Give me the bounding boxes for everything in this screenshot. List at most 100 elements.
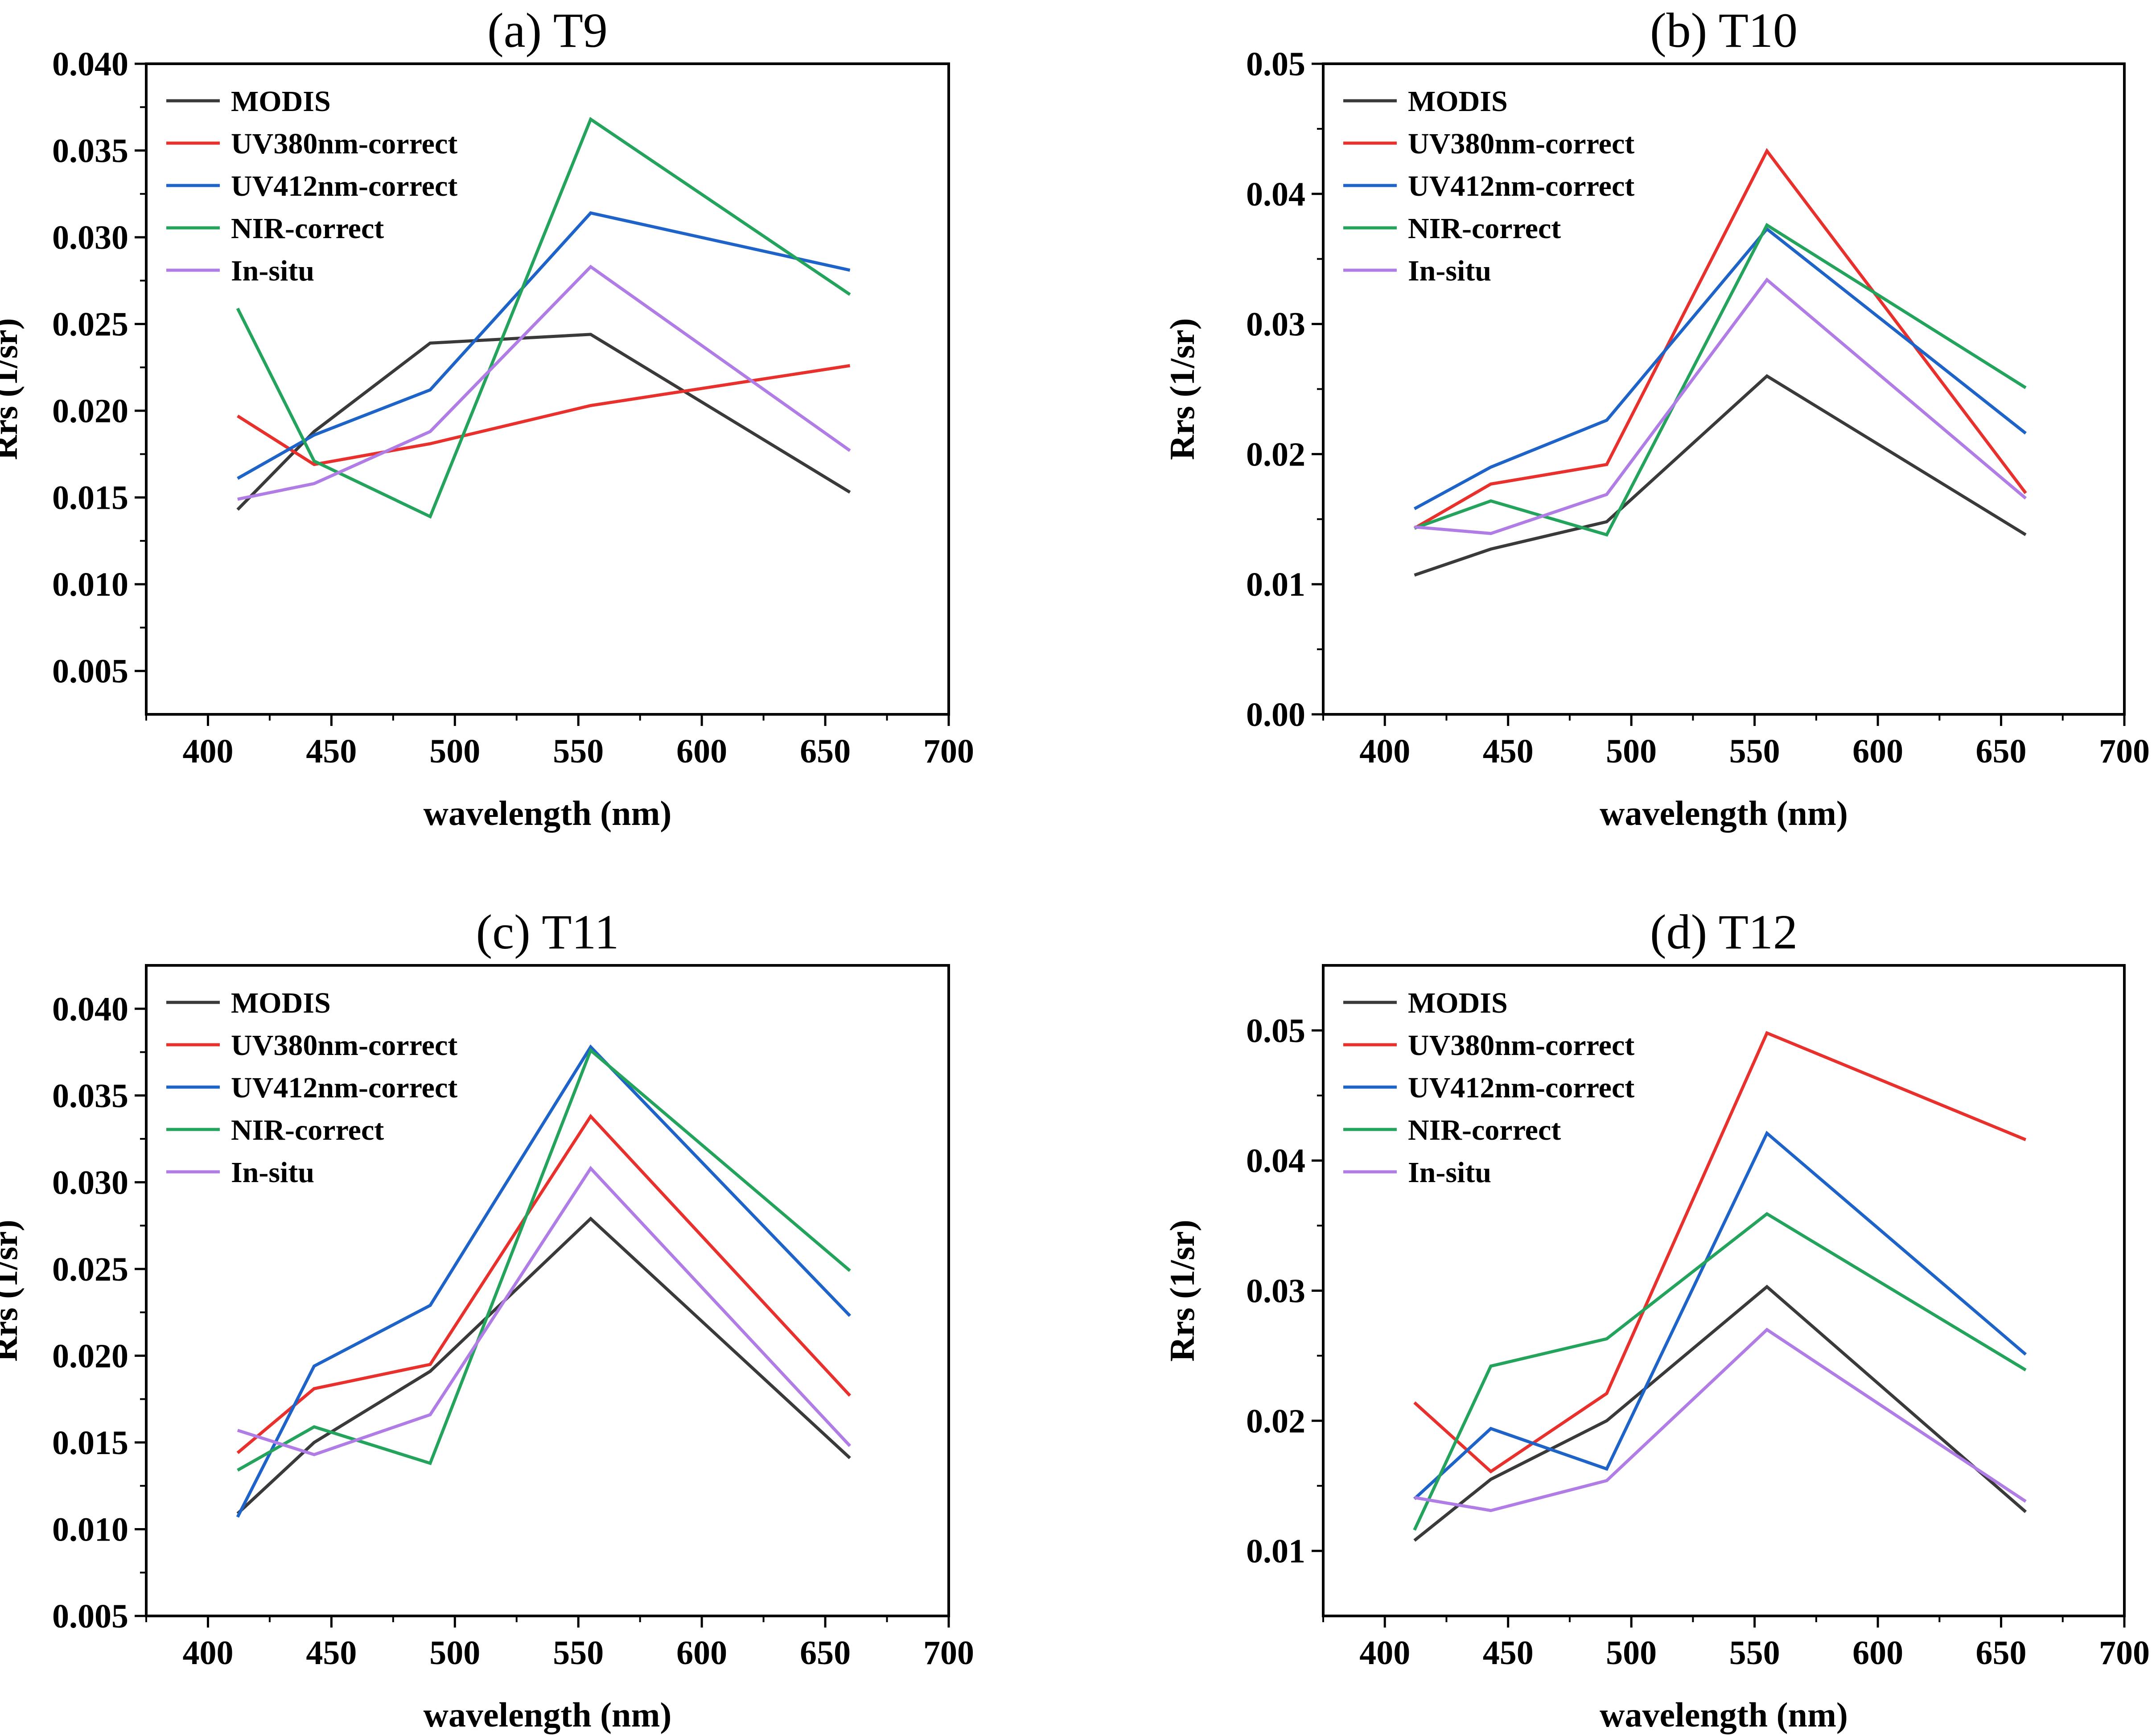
plot-frame — [145, 62, 950, 716]
x-axis-label: wavelength (nm) — [1600, 794, 1848, 832]
series-line-nir-correct — [1414, 223, 2027, 537]
legend-label: MODIS — [1408, 85, 1508, 118]
y-tick-label: 0.005 — [52, 1598, 128, 1635]
chart-title: (b) T10 — [1650, 3, 1798, 58]
legend-label: UV380nm-correct — [1408, 1029, 1634, 1062]
series-line-modis — [1413, 1285, 2027, 1542]
series-line-nir-correct — [237, 1047, 851, 1472]
series-line-uv380nm-correct — [1413, 148, 2027, 530]
legend: MODIS UV380nm-correct UV412nm-correct NIR-c… — [166, 85, 457, 287]
x-tick-label: 400 — [182, 1634, 233, 1672]
x-tick-label: 500 — [1606, 733, 1657, 770]
chart-title: (a) T9 — [487, 3, 608, 58]
chart-panel-2: (b) T10 400 450 500 550 600 650 700 0.00 0.01 0.02… — [1163, 3, 2150, 832]
plot-frame — [145, 964, 950, 1617]
series-line-uv412nm-correct — [237, 211, 851, 480]
legend: MODIS UV380nm-correct UV412nm-correct NIR-c… — [1343, 987, 1634, 1189]
x-tick-label: 700 — [2099, 1634, 2150, 1672]
x-tick-label: 550 — [553, 733, 604, 770]
legend-label: NIR-correct — [231, 1114, 384, 1146]
x-tick-label: 400 — [1359, 733, 1410, 770]
chart-panel-3: (c) T11 400 450 500 550 600 650 700 0.005 0.010 0.… — [0, 905, 974, 1734]
x-tick-label: 650 — [1976, 1634, 2027, 1672]
y-axis-label: Rrs (1/sr) — [0, 1220, 25, 1361]
chart-panel-4: (d) T12 400 450 500 550 600 650 700 0.01 0.02 0.03… — [1163, 905, 2150, 1734]
legend-label: UV380nm-correct — [231, 128, 457, 160]
series-line-uv380nm-correct — [1413, 1031, 2027, 1474]
y-tick-label: 0.015 — [52, 479, 128, 517]
series-line-uv412nm-correct — [1413, 1130, 2027, 1500]
legend-label: In-situ — [231, 1156, 314, 1189]
legend-label: UV412nm-correct — [1408, 170, 1634, 202]
plot-frame — [1322, 62, 2126, 716]
legend: MODIS UV380nm-correct UV412nm-correct NIR-c… — [1343, 85, 1634, 287]
y-tick-label: 0.040 — [52, 45, 128, 83]
y-tick-label: 0.03 — [1246, 1273, 1305, 1310]
x-tick-label: 600 — [1852, 1634, 1903, 1672]
legend-label: In-situ — [1408, 255, 1491, 287]
legend-label: MODIS — [231, 987, 331, 1019]
legend-label: NIR-correct — [1408, 212, 1561, 245]
y-tick-label: 0.020 — [52, 1337, 128, 1375]
legend-label: UV412nm-correct — [1408, 1071, 1634, 1104]
chart-title: (d) T12 — [1650, 905, 1798, 959]
legend-label: MODIS — [1408, 987, 1508, 1019]
series-line-uv380nm-correct — [236, 1113, 852, 1454]
x-tick-label: 550 — [1729, 1634, 1780, 1672]
x-tick-label: 450 — [1483, 1634, 1534, 1672]
x-tick-label: 500 — [1606, 1634, 1657, 1672]
x-axis-label: wavelength (nm) — [424, 794, 672, 832]
x-tick-label: 700 — [2099, 733, 2150, 770]
x-tick-label: 600 — [676, 733, 727, 770]
y-tick-label: 0.030 — [52, 219, 128, 256]
legend-label: NIR-correct — [231, 212, 384, 245]
series-line-in-situ — [1414, 277, 2027, 535]
y-axis-label: Rrs (1/sr) — [1163, 1220, 1201, 1361]
y-tick-label: 0.01 — [1246, 566, 1305, 603]
x-tick-label: 500 — [429, 1634, 480, 1672]
series-line-uv380nm-correct — [237, 364, 851, 466]
y-tick-label: 0.040 — [52, 990, 128, 1028]
x-tick-label: 550 — [1729, 733, 1780, 770]
series-line-uv412nm-correct — [1413, 227, 2027, 511]
x-tick-label: 500 — [429, 733, 480, 770]
y-tick-label: 0.02 — [1246, 436, 1305, 473]
y-tick-label: 0.025 — [52, 306, 128, 343]
y-axis-label: Rrs (1/sr) — [0, 318, 25, 460]
legend: MODIS UV380nm-correct UV412nm-correct NIR-c… — [166, 987, 457, 1189]
y-tick-label: 0.05 — [1246, 45, 1305, 83]
series-line-in-situ — [237, 264, 851, 501]
x-tick-label: 600 — [676, 1634, 727, 1672]
y-axis-label: Rrs (1/sr) — [1163, 318, 1201, 460]
series-line-nir-correct — [1413, 1212, 2027, 1531]
x-tick-label: 700 — [923, 733, 974, 770]
x-tick-label: 700 — [923, 1634, 974, 1672]
series-line-nir-correct — [236, 117, 851, 519]
legend-label: In-situ — [231, 255, 314, 287]
y-tick-label: 0.01 — [1246, 1533, 1305, 1570]
legend-label: MODIS — [231, 85, 331, 118]
legend-label: UV380nm-correct — [231, 1029, 457, 1062]
x-tick-label: 650 — [800, 1634, 851, 1672]
x-axis-label: wavelength (nm) — [1600, 1695, 1848, 1734]
x-tick-label: 650 — [1976, 733, 2027, 770]
y-tick-label: 0.00 — [1246, 696, 1305, 734]
series-line-in-situ — [1414, 1327, 2027, 1512]
x-tick-label: 550 — [553, 1634, 604, 1672]
series-line-modis — [236, 333, 851, 511]
y-tick-label: 0.04 — [1246, 176, 1305, 213]
x-tick-label: 650 — [800, 733, 851, 770]
series-line-in-situ — [237, 1166, 852, 1456]
series-line-modis — [1414, 374, 2027, 577]
x-tick-label: 450 — [306, 1634, 357, 1672]
x-tick-label: 400 — [1359, 1634, 1410, 1672]
y-tick-label: 0.010 — [52, 566, 128, 603]
legend-label: NIR-correct — [1408, 1114, 1561, 1146]
x-tick-label: 600 — [1852, 733, 1903, 770]
y-tick-label: 0.025 — [52, 1251, 128, 1288]
y-tick-label: 0.030 — [52, 1164, 128, 1201]
y-tick-label: 0.035 — [52, 1077, 128, 1115]
y-tick-label: 0.03 — [1246, 306, 1305, 343]
chart-title: (c) T11 — [476, 905, 619, 959]
